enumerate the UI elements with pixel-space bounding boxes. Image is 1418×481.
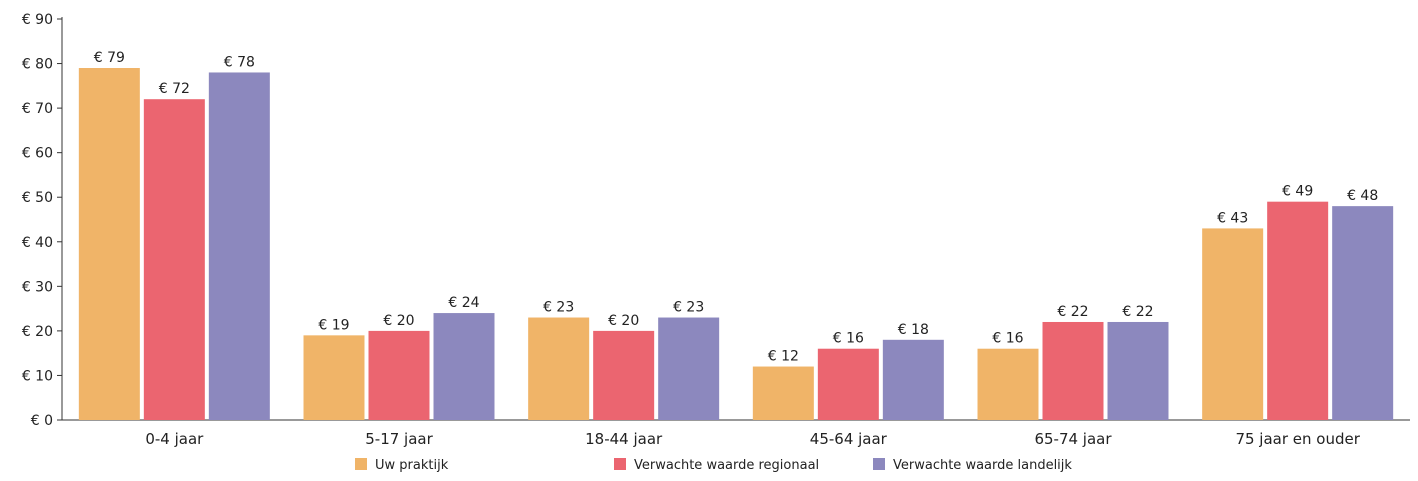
data-label: € 78 [224,54,255,70]
y-axis: € 0 € 10 € 20 € 30 € 40 € 50 € 60 € 70 € 80 € 90 [22,12,63,429]
data-label: € 43 [1217,210,1248,226]
data-label: € 20 [608,313,639,329]
bar [303,335,365,420]
y-tick-label: € 10 [22,368,53,384]
legend-label: Verwachte waarde landelijk [893,458,1072,473]
y-tick-label: € 0 [31,413,53,429]
data-label: € 20 [383,313,414,329]
y-tick-label: € 90 [22,12,53,28]
bar [882,339,944,420]
bar [143,99,205,420]
data-label: € 16 [833,331,864,347]
legend-item: Verwachte waarde regionaal [614,458,819,473]
y-tick-label: € 80 [22,57,53,73]
data-label: € 18 [898,322,929,338]
data-label: € 16 [992,331,1023,347]
bar [208,72,270,420]
y-tick-label: € 50 [22,190,53,206]
x-tick-label: 65-74 jaar [1034,430,1112,448]
bar [658,317,720,420]
bar [368,330,430,420]
bar [1202,228,1264,420]
bar [1267,201,1329,420]
bar [752,366,814,420]
x-tick-label: 75 jaar en ouder [1235,430,1360,448]
bar [78,68,140,420]
data-label: € 12 [768,349,799,365]
x-tick-label: 0-4 jaar [145,430,204,448]
legend-swatch [614,458,626,470]
legend-swatch [355,458,367,470]
y-tick-label: € 70 [22,101,53,117]
legend-item: Uw praktijk [355,458,449,473]
bar [817,348,879,420]
data-label: € 22 [1057,304,1088,320]
data-label: € 79 [94,50,125,66]
bar [1042,321,1104,420]
bar [593,330,655,420]
x-tick-label: 45-64 jaar [810,430,888,448]
bar [977,348,1039,420]
bar [1107,321,1169,420]
x-tick-label: 5-17 jaar [365,430,433,448]
legend-label: Uw praktijk [375,458,449,473]
data-label: € 22 [1122,304,1153,320]
bars: € 79 € 72 € 78 € 19 € 20 € 24 € 23 € 20 € 23 € 12… [78,50,1394,420]
data-label: € 49 [1282,184,1313,200]
data-label: € 23 [673,300,704,316]
data-label: € 19 [318,317,349,333]
data-label: € 24 [448,295,479,311]
bar [433,313,495,420]
data-label: € 48 [1347,188,1378,204]
y-tick-label: € 60 [22,146,53,162]
legend-label: Verwachte waarde regionaal [634,458,819,473]
x-tick-label: 18-44 jaar [585,430,663,448]
data-label: € 72 [159,81,190,97]
legend-item: Verwachte waarde landelijk [873,458,1072,473]
x-axis: 0-4 jaar 5-17 jaar 18-44 jaar 45-64 jaar 65-… [62,419,1410,448]
y-tick-label: € 30 [22,279,53,295]
legend-swatch [873,458,885,470]
y-tick-label: € 40 [22,235,53,251]
y-tick-label: € 20 [22,324,53,340]
bar [1332,206,1394,420]
bar [528,317,590,420]
legend: Uw praktijk Verwachte waarde regionaal Ver… [355,458,1072,473]
data-label: € 23 [543,300,574,316]
